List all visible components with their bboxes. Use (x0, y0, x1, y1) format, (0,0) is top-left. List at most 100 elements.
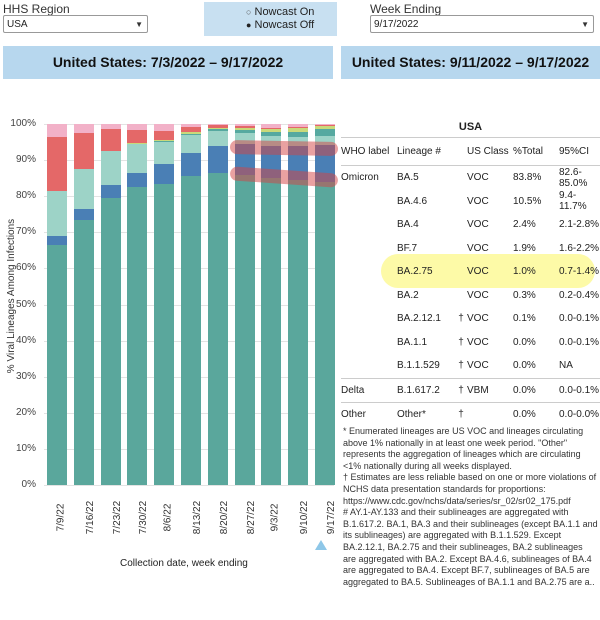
bar-segment-BA-5[interactable] (47, 244, 67, 485)
bar-segment-BF-7[interactable] (234, 130, 255, 133)
bar-segment-BA-5[interactable] (234, 174, 255, 485)
bar-segment-BA-2[interactable] (315, 124, 335, 126)
cell-lineage: B.1.1.529 (397, 360, 440, 372)
bar-segment-BA-2-12-1[interactable] (234, 126, 255, 129)
bar-segment-BA-2-75[interactable] (234, 128, 255, 131)
bar-segment-BA-4[interactable] (234, 133, 255, 144)
y-tick-label: 0% (21, 479, 36, 490)
bar-segment-BA-2-12-1[interactable] (207, 124, 228, 128)
nowcast-on-option[interactable]: ○ Nowcast On (246, 6, 314, 18)
bar-segment-BA-4-6[interactable] (154, 163, 175, 184)
cell-lineage: BA.5 (397, 172, 419, 184)
bar-segment-BA-2-12-1[interactable] (261, 127, 282, 130)
bar-segment-BA-2-12-1[interactable] (315, 125, 335, 127)
bar-segment-BA-2-12-1[interactable] (154, 131, 175, 141)
bar-8-13-22[interactable] (181, 124, 201, 485)
bar-segment-BA-5[interactable] (73, 219, 94, 485)
bar-segment-BA-4[interactable] (73, 169, 94, 209)
bar-segment-BA-2-75[interactable] (127, 143, 148, 145)
bar-segment-BA-4[interactable] (154, 142, 175, 164)
bar-segment-BF-7[interactable] (288, 131, 309, 137)
bar-9-3-22[interactable] (261, 124, 282, 485)
cell-who: Omicron (341, 172, 379, 184)
bar-segment-BA-4-6[interactable] (207, 145, 228, 173)
bar-segment-BA-2[interactable] (288, 124, 309, 128)
bar-segment-BA-2[interactable] (154, 124, 175, 132)
bar-8-27-22[interactable] (234, 124, 255, 485)
bar-segment-BA-5[interactable] (207, 172, 228, 485)
right-panel-title: United States: 9/11/2022 – 9/17/2022 (341, 46, 600, 79)
cell-who (341, 354, 397, 378)
bar-segment-BA-2[interactable] (234, 124, 255, 127)
bar-segment-BA-2[interactable] (47, 124, 67, 137)
x-tick-label-text: 9/17/22 (326, 500, 338, 535)
bar-7-23-22[interactable] (100, 124, 121, 485)
bar-segment-BA-4-6[interactable] (127, 172, 148, 188)
y-tick-label: 20% (15, 406, 36, 418)
bar-segment-BA-2-75[interactable] (181, 132, 201, 134)
bar-segment-BA-4[interactable] (100, 151, 121, 186)
bar-segment-BA-5[interactable] (154, 183, 175, 485)
bar-segment-BF-7[interactable] (181, 133, 201, 135)
bar-segment-BA-2-12-1[interactable] (288, 127, 309, 129)
bar-segment-BA-4[interactable] (47, 190, 67, 236)
region-select[interactable]: USA ▼ (3, 15, 148, 33)
bar-segment-BA-2[interactable] (207, 124, 228, 125)
bar-segment-BF-7[interactable] (207, 129, 228, 132)
bar-segment-BA-2-12-1[interactable] (127, 130, 148, 144)
nowcast-toggle[interactable]: ○ Nowcast On ● Nowcast Off (204, 2, 337, 36)
bar-segment-BA-2-75[interactable] (288, 128, 309, 132)
bar-segment-BA-4[interactable] (181, 134, 201, 153)
bar-segment-BF-7[interactable] (315, 129, 335, 136)
bar-segment-BA-5[interactable] (315, 182, 335, 485)
bar-segment-BA-5[interactable] (261, 178, 282, 485)
bar-segment-BA-4[interactable] (127, 143, 148, 173)
cell-ci: 9.4-11.7% (559, 190, 587, 213)
bar-8-6-22[interactable] (154, 124, 175, 485)
nowcast-off-option[interactable]: ● Nowcast Off (246, 19, 314, 31)
week-select-value: 9/17/2022 (374, 19, 419, 30)
bar-segment-BA-4-6[interactable] (73, 208, 94, 220)
bar-segment-BF-7[interactable] (154, 141, 175, 143)
week-select[interactable]: 9/17/2022 ▼ (370, 15, 594, 33)
table-row: Omicron BA.5 VOC 83.8% 82.6-85.0% (341, 166, 600, 190)
bar-segment-BA-5[interactable] (127, 187, 148, 485)
bar-segment-BA-5[interactable] (288, 179, 309, 485)
x-tick-label-text: 7/16/22 (84, 500, 96, 535)
bar-segment-BA-2-75[interactable] (261, 129, 282, 132)
bar-7-9-22[interactable] (47, 124, 67, 485)
bar-8-20-22[interactable] (207, 124, 228, 485)
bar-segment-BA-4[interactable] (207, 131, 228, 146)
bar-segment-BA-2[interactable] (127, 124, 148, 131)
bar-segment-BA-2-75[interactable] (315, 125, 335, 130)
bar-segment-BA-2-75[interactable] (154, 140, 175, 142)
cell-dagger (455, 213, 467, 237)
bar-segment-BA-4-6[interactable] (100, 185, 121, 198)
bar-7-30-22[interactable] (127, 124, 148, 485)
cell-dagger: † (455, 377, 467, 403)
bar-segment-BA-2[interactable] (100, 124, 121, 130)
bar-segment-label (235, 324, 255, 334)
bar-segment-BF-7[interactable] (261, 131, 282, 136)
bar-segment-BA-2[interactable] (73, 124, 94, 134)
bar-7-16-22[interactable] (73, 124, 94, 485)
bar-segment-BA-2[interactable] (181, 124, 201, 127)
bar-segment-BA-2-12-1[interactable] (181, 126, 201, 133)
bar-9-10-22[interactable] (288, 124, 309, 485)
bar-segment-BA-2-12-1[interactable] (47, 136, 67, 191)
x-tick-label: 8/6/22 (154, 504, 174, 532)
bar-segment-BA-5[interactable] (100, 198, 121, 485)
cell-class: VOC (467, 172, 489, 184)
bar-segment-BA-4-6[interactable] (181, 152, 201, 177)
x-tick-label: 7/23/22 (101, 501, 123, 534)
bar-segment-BA-2-12-1[interactable] (100, 129, 121, 152)
triangle-up-icon[interactable] (315, 540, 327, 550)
bar-segment-BA-4[interactable] (315, 135, 335, 145)
bar-segment-BA-5[interactable] (181, 176, 201, 485)
cell-who (341, 237, 397, 261)
bar-segment-BA-2[interactable] (261, 124, 282, 128)
bar-segment-BA-2-12-1[interactable] (73, 133, 94, 170)
cell-ci: 0.7-1.4% (559, 266, 600, 278)
bar-segment-BA-4-6[interactable] (47, 235, 67, 245)
bar-segment-BA-2-75[interactable] (207, 127, 228, 130)
